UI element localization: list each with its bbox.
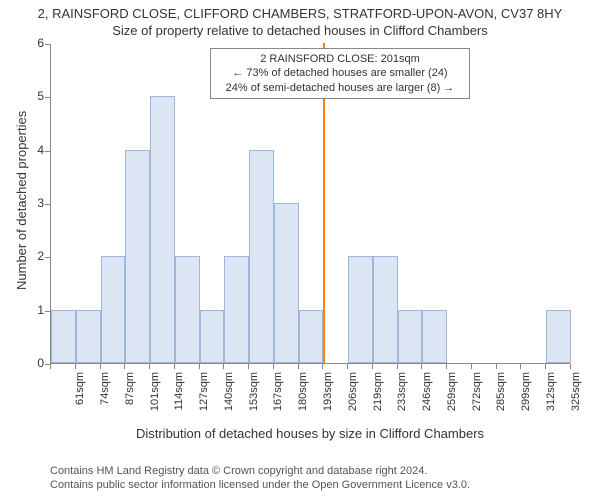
x-tick-mark (520, 364, 521, 369)
x-tick-mark (174, 364, 175, 369)
histogram-bar (422, 310, 447, 363)
y-tick-mark (45, 204, 50, 205)
chart-title: 2, RAINSFORD CLOSE, CLIFFORD CHAMBERS, S… (0, 0, 600, 21)
histogram-bar (175, 256, 200, 363)
x-tick-label: 233sqm (396, 372, 408, 420)
y-tick-mark (45, 97, 50, 98)
x-tick-mark (298, 364, 299, 369)
y-tick-mark (45, 257, 50, 258)
x-tick-mark (322, 364, 323, 369)
x-tick-label: 285sqm (495, 372, 507, 420)
histogram-bar (125, 150, 150, 363)
x-tick-label: 87sqm (124, 372, 136, 420)
histogram-bar (200, 310, 225, 363)
x-tick-label: 167sqm (272, 372, 284, 420)
histogram-bar (299, 310, 324, 363)
info-box: 2 RAINSFORD CLOSE: 201sqm← 73% of detach… (210, 48, 470, 99)
histogram-bar (398, 310, 423, 363)
x-tick-label: 114sqm (173, 372, 185, 420)
x-axis-label: Distribution of detached houses by size … (50, 426, 570, 441)
histogram-bar (224, 256, 249, 363)
x-tick-label: 127sqm (198, 372, 210, 420)
x-tick-mark (199, 364, 200, 369)
info-box-line: ← 73% of detached houses are smaller (24… (217, 66, 463, 80)
x-tick-mark (100, 364, 101, 369)
x-tick-mark (50, 364, 51, 369)
x-tick-mark (421, 364, 422, 369)
y-tick-label: 0 (24, 356, 44, 370)
y-tick-label: 3 (24, 196, 44, 210)
y-tick-mark (45, 44, 50, 45)
histogram-bar (51, 310, 76, 363)
footer-attribution: Contains HM Land Registry data © Crown c… (50, 464, 470, 493)
x-tick-mark (223, 364, 224, 369)
x-tick-label: 246sqm (421, 372, 433, 420)
x-tick-label: 259sqm (446, 372, 458, 420)
y-tick-label: 5 (24, 89, 44, 103)
x-tick-mark (471, 364, 472, 369)
x-tick-label: 101sqm (149, 372, 161, 420)
x-tick-label: 312sqm (545, 372, 557, 420)
x-tick-mark (124, 364, 125, 369)
histogram-bar (274, 203, 299, 363)
x-tick-label: 325sqm (570, 372, 582, 420)
x-tick-mark (347, 364, 348, 369)
x-tick-label: 206sqm (347, 372, 359, 420)
chart-subtitle: Size of property relative to detached ho… (0, 21, 600, 38)
x-tick-label: 74sqm (99, 372, 111, 420)
footer-line: Contains public sector information licen… (50, 478, 470, 492)
x-tick-mark (446, 364, 447, 369)
y-tick-mark (45, 151, 50, 152)
x-tick-mark (496, 364, 497, 369)
x-tick-mark (273, 364, 274, 369)
x-tick-label: 219sqm (372, 372, 384, 420)
y-tick-label: 2 (24, 249, 44, 263)
histogram-bar (150, 96, 175, 363)
x-tick-label: 180sqm (297, 372, 309, 420)
x-tick-mark (149, 364, 150, 369)
y-tick-label: 6 (24, 36, 44, 50)
histogram-bar (76, 310, 101, 363)
y-tick-label: 4 (24, 143, 44, 157)
x-tick-mark (570, 364, 571, 369)
x-tick-label: 153sqm (248, 372, 260, 420)
x-tick-label: 61sqm (74, 372, 86, 420)
x-tick-mark (397, 364, 398, 369)
x-tick-mark (372, 364, 373, 369)
histogram-bar (546, 310, 571, 363)
x-tick-mark (75, 364, 76, 369)
x-tick-mark (248, 364, 249, 369)
y-tick-mark (45, 311, 50, 312)
x-tick-label: 272sqm (471, 372, 483, 420)
histogram-bar (101, 256, 126, 363)
chart-container: 2, RAINSFORD CLOSE, CLIFFORD CHAMBERS, S… (0, 0, 600, 500)
info-box-line: 24% of semi-detached houses are larger (… (217, 81, 463, 95)
footer-line: Contains HM Land Registry data © Crown c… (50, 464, 470, 478)
histogram-bar (373, 256, 398, 363)
y-tick-label: 1 (24, 303, 44, 317)
x-tick-label: 299sqm (520, 372, 532, 420)
histogram-bar (249, 150, 274, 363)
x-tick-mark (545, 364, 546, 369)
x-tick-label: 193sqm (322, 372, 334, 420)
x-tick-label: 140sqm (223, 372, 235, 420)
info-box-line: 2 RAINSFORD CLOSE: 201sqm (217, 52, 463, 66)
histogram-bar (348, 256, 373, 363)
